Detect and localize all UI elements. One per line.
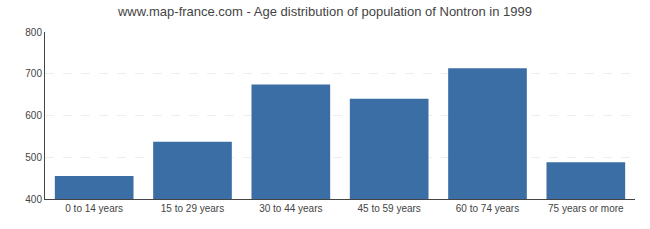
svg-text:500: 500 xyxy=(25,152,42,163)
svg-text:30 to 44 years: 30 to 44 years xyxy=(259,203,322,214)
svg-text:www.map-france.com - Age distr: www.map-france.com - Age distribution of… xyxy=(117,4,532,19)
svg-text:15 to 29 years: 15 to 29 years xyxy=(161,203,224,214)
svg-text:75 years or more: 75 years or more xyxy=(548,203,624,214)
svg-text:800: 800 xyxy=(25,27,42,38)
svg-text:45 to 59 years: 45 to 59 years xyxy=(357,203,420,214)
svg-text:400: 400 xyxy=(25,194,42,205)
svg-text:700: 700 xyxy=(25,68,42,79)
svg-text:0 to 14 years: 0 to 14 years xyxy=(65,203,123,214)
svg-text:600: 600 xyxy=(25,110,42,121)
svg-text:60 to 74 years: 60 to 74 years xyxy=(456,203,519,214)
